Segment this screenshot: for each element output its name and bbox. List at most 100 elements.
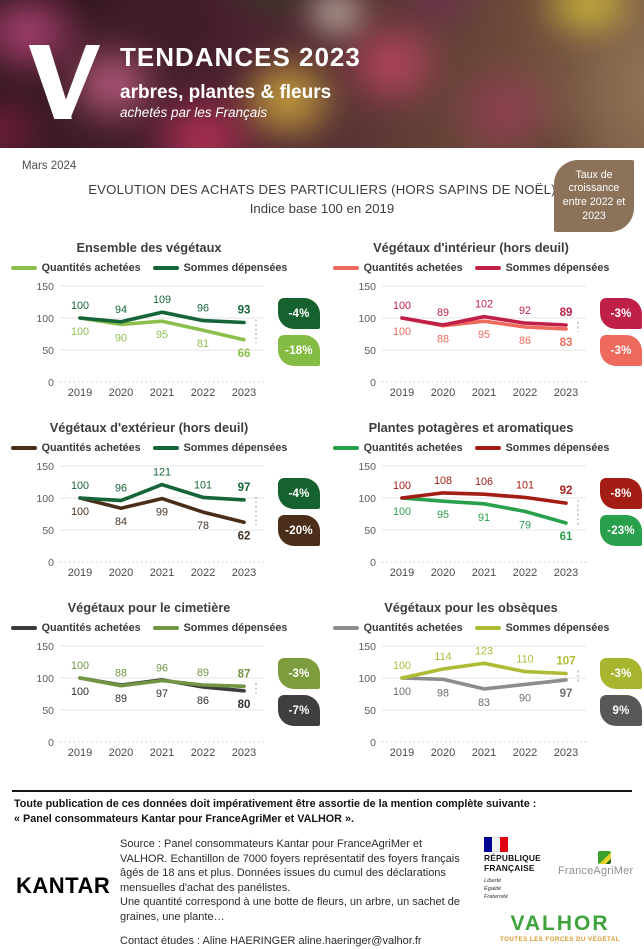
x-tick-2019: 2019: [68, 387, 92, 399]
x-tick-2020: 2020: [431, 387, 455, 399]
mention-line1: Toute publication de ces données doit im…: [14, 798, 537, 810]
chart-plot: 150 100 50 0 2019 2020 2021 2022 2023 100 88 95 86 83…: [358, 281, 586, 399]
main-title-block: EVOLUTION DES ACHATS DES PARTICULIERS (H…: [22, 182, 622, 216]
valhor-logo: VALHOR TOUTES LES FORCES DU VÉGÉTAL: [484, 913, 636, 943]
report-title: TENDANCES 2023: [120, 42, 361, 72]
growth-badges: -3% 9%: [600, 658, 642, 726]
x-tick-2021: 2021: [472, 567, 496, 579]
legend-sommes-label: Sommes dépensées: [183, 262, 288, 274]
y-tick-50: 50: [364, 345, 376, 357]
quantities-value-2019: 100: [71, 686, 89, 698]
x-tick-2021: 2021: [472, 387, 496, 399]
chart-plantes-potageres-et-aromatiques: Plantes potagères et aromatiques Quantité…: [332, 420, 644, 580]
v-logo-right-stroke: [61, 45, 101, 119]
sums-value-2020: 114: [434, 651, 451, 663]
growth-badges: -4% -18%: [278, 298, 320, 366]
french-flag-icon: [484, 837, 508, 853]
quantities-value-2023: 66: [238, 348, 251, 360]
report-tagline: achetés par les Français: [120, 105, 268, 120]
sums-value-2022: 96: [197, 303, 209, 315]
sums-line: [400, 491, 568, 505]
rf-name-line1: RÉPUBLIQUE: [484, 853, 541, 864]
x-tick-2019: 2019: [390, 747, 414, 759]
sums-value-2021: 121: [153, 467, 171, 479]
y-tick-150: 150: [36, 641, 54, 653]
x-tick-2020: 2020: [431, 747, 455, 759]
legend-sommes-swatch: [152, 266, 179, 270]
chart-ensemble-des-vegetaux: Ensemble des végétaux Quantités achetées S…: [10, 240, 322, 400]
sums-value-2020: 94: [115, 304, 127, 316]
chart-legend: Quantités achetées Sommes dépensées: [10, 440, 288, 456]
chart-legend: Quantités achetées Sommes dépensées: [10, 620, 288, 636]
growth-badge-quantites: -23%: [600, 515, 642, 546]
growth-badge-sommes: -8%: [600, 478, 642, 509]
quantities-value-2021: 83: [478, 697, 490, 709]
quantities-value-2020: 88: [437, 334, 449, 346]
x-tick-2021: 2021: [472, 747, 496, 759]
legend-quantites-swatch: [10, 266, 37, 270]
growth-badges: -8% -23%: [600, 478, 642, 546]
chart-plot: 150 100 50 0 2019 2020 2021 2022 2023 100 90 95 81 66…: [36, 281, 264, 399]
x-tick-2023: 2023: [554, 567, 578, 579]
quantities-value-2020: 84: [115, 516, 127, 528]
charts-grid: Ensemble des végétaux Quantités achetées S…: [0, 236, 644, 760]
sums-line: [78, 482, 246, 503]
legend-sommes-label: Sommes dépensées: [183, 442, 288, 454]
x-tick-2022: 2022: [513, 747, 537, 759]
chart-legend: Quantités achetées Sommes dépensées: [10, 260, 288, 276]
quantities-value-2022: 90: [519, 692, 531, 704]
partner-logos: RÉPUBLIQUE FRANÇAISE Liberté Égalité Fra…: [484, 837, 636, 943]
growth-badge-quantites: 9%: [600, 695, 642, 726]
footer-divider: [12, 790, 632, 792]
sums-value-2023: 97: [238, 482, 251, 494]
x-tick-2022: 2022: [191, 747, 215, 759]
legend-sommes-label: Sommes dépensées: [183, 622, 288, 634]
quantity-definition: Une quantité correspond à une botte de f…: [120, 896, 461, 923]
x-tick-2023: 2023: [554, 387, 578, 399]
legend-sommes-label: Sommes dépensées: [505, 442, 610, 454]
quantities-value-2021: 95: [156, 329, 168, 341]
x-tick-2023: 2023: [232, 567, 256, 579]
y-tick-0: 0: [48, 377, 54, 389]
chart-title: Ensemble des végétaux: [76, 240, 222, 255]
quantities-value-2022: 78: [197, 520, 209, 532]
legend-sommes-swatch: [152, 446, 179, 450]
legend-quantites-label: Quantités achetées: [41, 262, 141, 274]
growth-badge-sommes: -3%: [278, 658, 320, 689]
sums-value-2022: 101: [194, 479, 212, 491]
growth-badge-sommes: -3%: [600, 298, 642, 329]
y-tick-150: 150: [358, 461, 376, 473]
contact-line: Contact études : Aline HAERINGER aline.h…: [120, 935, 422, 948]
growth-badge-quantites: -7%: [278, 695, 320, 726]
x-tick-2019: 2019: [390, 567, 414, 579]
quantities-value-2020: 98: [437, 687, 449, 699]
main-subtitle: Indice base 100 en 2019: [249, 201, 395, 216]
quantities-value-2021: 99: [156, 507, 168, 519]
v-logo-left-stroke: [28, 45, 72, 119]
x-tick-2020: 2020: [431, 567, 455, 579]
sums-value-2022: 92: [519, 305, 531, 317]
y-tick-150: 150: [36, 281, 54, 293]
quantities-value-2019: 100: [393, 506, 411, 518]
growth-badge-sommes: -3%: [600, 658, 642, 689]
sums-value-2021: 96: [156, 663, 168, 675]
legend-quantites-swatch: [332, 446, 359, 450]
quantities-value-2021: 97: [156, 688, 168, 700]
header-banner: TENDANCES 2023 arbres, plantes & fleurs …: [0, 0, 644, 148]
header-text-block: TENDANCES 2023 arbres, plantes & fleurs …: [120, 44, 361, 120]
chart-title: Végétaux d'extérieur (hors deuil): [49, 420, 249, 435]
publication-date: Mars 2024: [22, 160, 77, 172]
flag-blue-band: [484, 837, 492, 853]
y-tick-50: 50: [364, 705, 376, 717]
quantities-value-2020: 95: [437, 509, 449, 521]
rf-motto-liberte: Liberté: [484, 877, 502, 884]
quantities-value-2021: 95: [478, 329, 490, 341]
sums-value-2020: 96: [115, 483, 127, 495]
quantities-value-2023: 62: [238, 530, 251, 542]
x-tick-2019: 2019: [68, 567, 92, 579]
sums-value-2021: 106: [475, 476, 493, 488]
chart-vegetaux-d-interieur-hors-deuil: Végétaux d'intérieur (hors deuil) Quantit…: [332, 240, 644, 400]
sums-value-2019: 100: [71, 660, 89, 672]
legend-quantites-label: Quantités achetées: [41, 622, 141, 634]
